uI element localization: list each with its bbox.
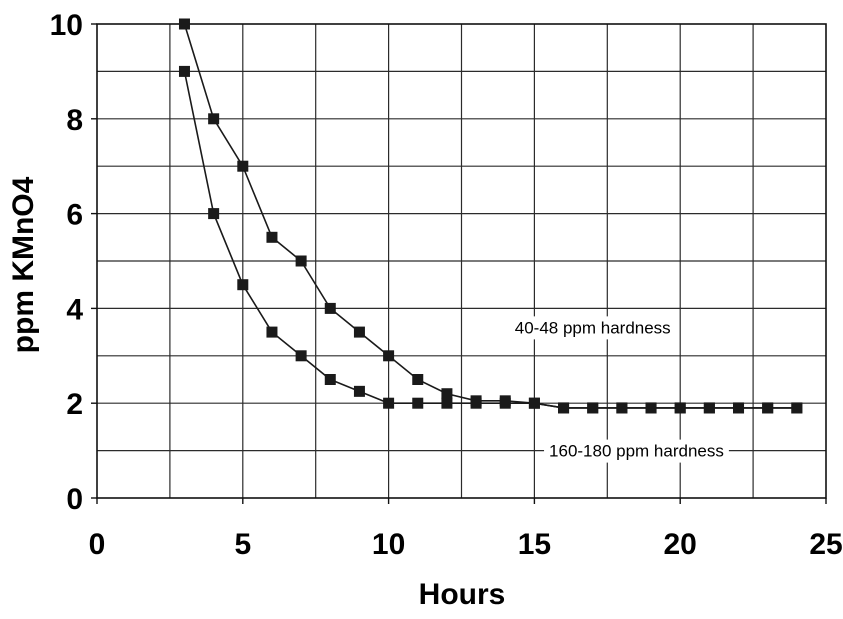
y-tick-label: 4 <box>66 293 83 326</box>
data-point <box>703 402 715 414</box>
data-point <box>791 402 803 414</box>
data-point <box>266 326 278 338</box>
annotation-background <box>509 316 676 340</box>
y-tick-label: 10 <box>50 9 83 42</box>
data-point <box>178 65 190 77</box>
data-point <box>383 350 395 362</box>
data-point <box>208 208 220 220</box>
annotation-text: 160-180 ppm hardness <box>549 442 724 461</box>
annotation-text: 40-48 ppm hardness <box>515 318 671 337</box>
data-point <box>616 402 628 414</box>
axes: 0 5 10 15 20 25 0 2 4 6 8 10 <box>50 9 843 561</box>
annotations: 40-48 ppm hardness 160-180 ppm hardness <box>509 316 729 463</box>
data-point <box>295 350 307 362</box>
data-point <box>441 397 453 409</box>
data-point <box>412 397 424 409</box>
y-tick-label: 2 <box>66 388 83 421</box>
data-point <box>178 18 190 30</box>
data-point <box>383 397 395 409</box>
data-point <box>674 402 686 414</box>
data-point <box>295 255 307 267</box>
data-point <box>324 374 336 385</box>
series-line-1 <box>183 23 797 409</box>
data-point <box>470 397 482 409</box>
annotation-background <box>544 439 729 463</box>
data-point <box>412 374 424 385</box>
plot-frame <box>96 23 827 499</box>
data-point <box>353 385 365 397</box>
data-point <box>353 326 365 338</box>
data-point <box>587 402 599 414</box>
x-tick-label: 5 <box>234 528 251 561</box>
x-tick-label: 15 <box>518 528 551 561</box>
y-tick-label: 8 <box>66 104 83 137</box>
series-line-2 <box>183 71 797 409</box>
data-point <box>208 113 220 125</box>
data-point <box>237 160 249 172</box>
data-point <box>237 279 249 291</box>
y-axis-title: ppm KMnO4 <box>7 176 40 353</box>
data-point <box>499 397 511 409</box>
y-tick-label: 6 <box>66 199 83 232</box>
y-tick-label: 0 <box>66 483 83 516</box>
x-tick-label: 25 <box>809 528 842 561</box>
annotation-label-2: 160-180 ppm hardness <box>544 439 729 463</box>
data-point <box>324 302 336 314</box>
x-tick-label: 0 <box>89 528 106 561</box>
grid <box>97 24 826 498</box>
data-point <box>441 388 453 400</box>
x-axis-title: Hours <box>419 578 506 611</box>
x-tick-label: 20 <box>664 528 697 561</box>
data-point <box>558 402 570 414</box>
data-point <box>762 402 774 414</box>
annotation-label-1: 40-48 ppm hardness <box>509 316 676 340</box>
data-point <box>528 397 540 409</box>
series-group <box>178 18 803 414</box>
x-tick-label: 10 <box>372 528 405 561</box>
data-point <box>645 402 657 414</box>
data-point <box>733 402 745 414</box>
data-point <box>266 231 278 243</box>
